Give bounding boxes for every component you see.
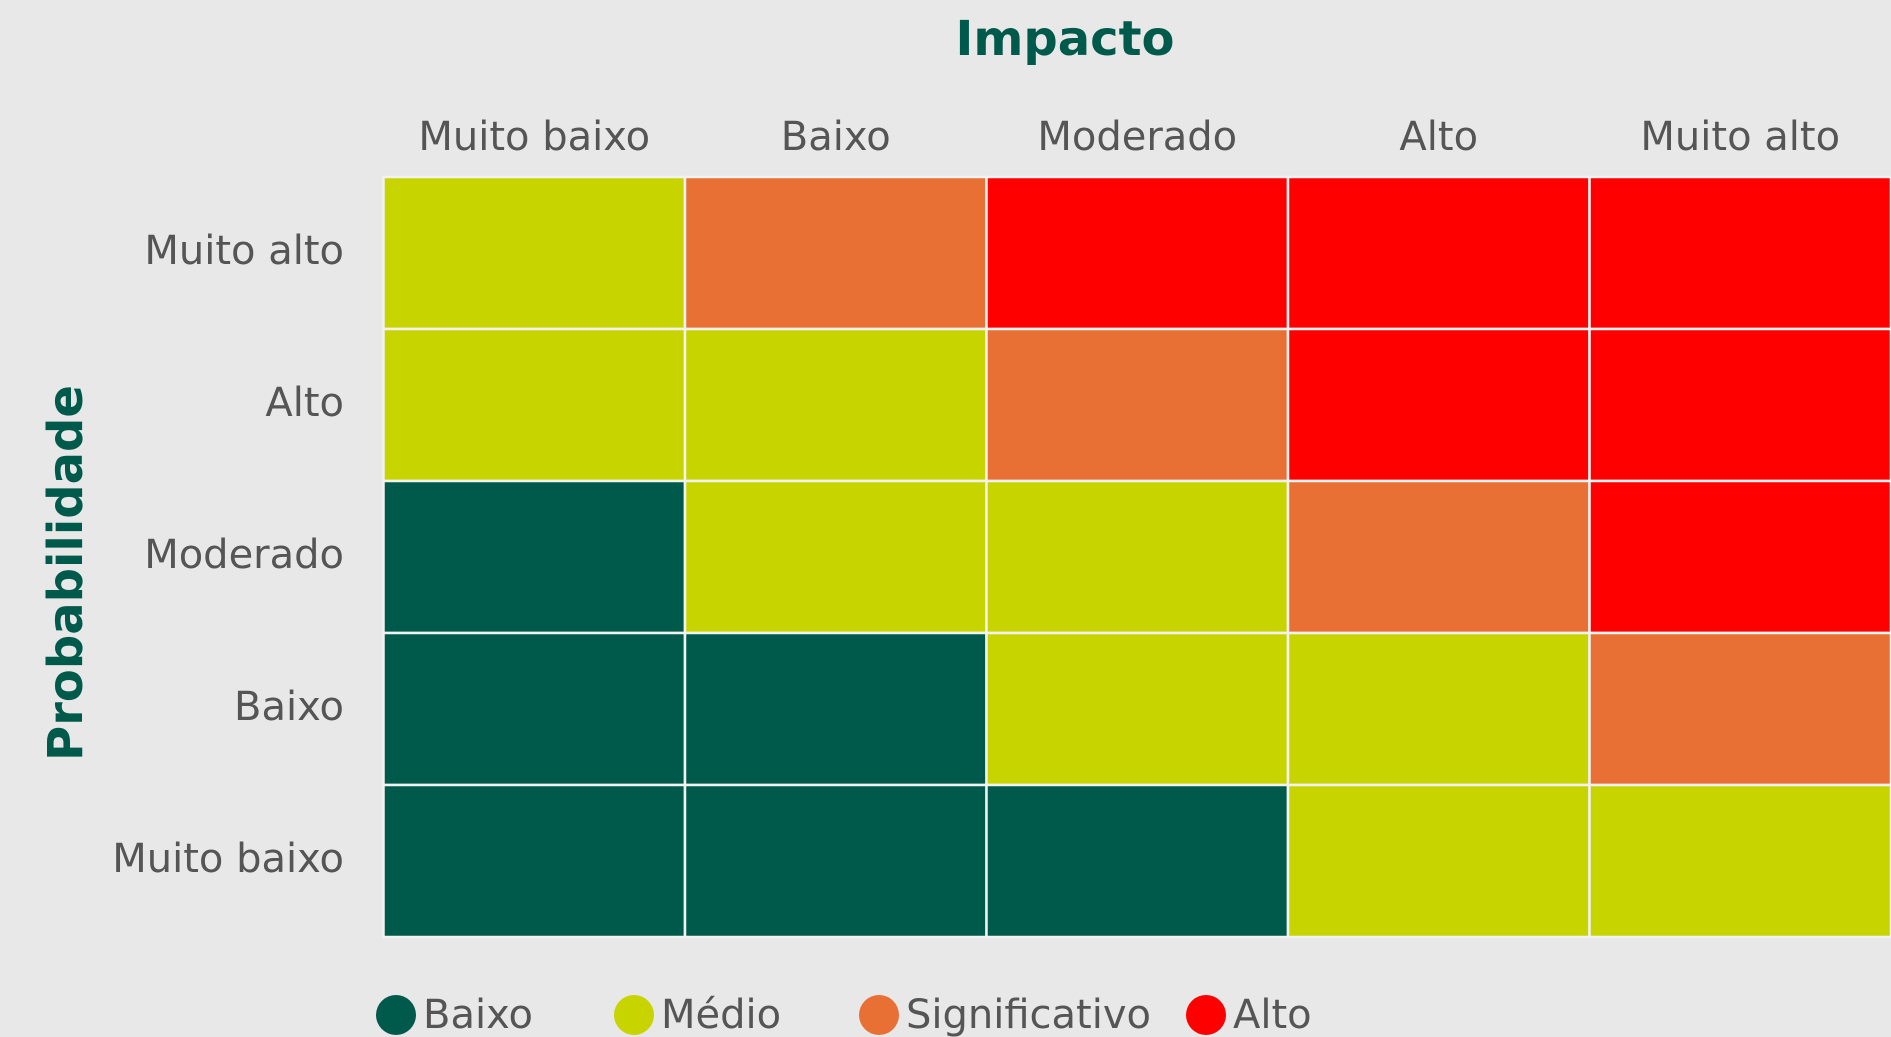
matrix-cell	[985, 175, 1290, 331]
matrix-cell	[1588, 783, 1891, 939]
matrix-cell	[1588, 479, 1891, 635]
title: Impacto	[956, 11, 1175, 67]
row-label: Muito alto	[144, 228, 344, 274]
column-label: Muito baixo	[418, 114, 650, 160]
matrix-cell	[1286, 631, 1591, 787]
matrix-cell	[985, 631, 1290, 787]
row-label: Alto	[265, 380, 344, 426]
column-label: Baixo	[781, 114, 891, 160]
legend-swatch	[1186, 995, 1226, 1035]
matrix-cell	[985, 479, 1290, 635]
row-label: Baixo	[234, 684, 344, 730]
row-label: Muito baixo	[112, 836, 344, 882]
matrix-cell	[382, 783, 687, 939]
matrix-cell	[683, 327, 988, 483]
matrix-cell	[683, 175, 988, 331]
matrix-cell	[382, 175, 687, 331]
matrix-cell	[1286, 783, 1591, 939]
legend-swatch	[614, 995, 654, 1035]
matrix-cell	[1588, 327, 1891, 483]
matrix-cell	[683, 479, 988, 635]
matrix-cell	[1588, 631, 1891, 787]
matrix-cell	[1286, 479, 1591, 635]
legend-label: Significativo	[906, 992, 1151, 1037]
row-label: Moderado	[144, 532, 344, 578]
legend-label: Baixo	[423, 992, 533, 1037]
matrix-cell	[683, 631, 988, 787]
matrix-cell	[683, 783, 988, 939]
matrix-cell	[382, 479, 687, 635]
legend-swatch	[859, 995, 899, 1035]
legend-swatch	[376, 995, 416, 1035]
column-label: Muito alto	[1640, 114, 1840, 160]
matrix-cell	[382, 327, 687, 483]
matrix-cell	[1286, 175, 1591, 331]
matrix-cell	[1286, 327, 1591, 483]
y-axis-label: Probabilidade	[38, 385, 94, 761]
matrix-cell	[382, 631, 687, 787]
column-label: Alto	[1399, 114, 1478, 160]
matrix-cell	[1588, 175, 1891, 331]
legend-label: Médio	[661, 992, 781, 1037]
matrix-cell	[985, 783, 1290, 939]
matrix-cell	[985, 327, 1290, 483]
column-label: Moderado	[1037, 114, 1237, 160]
legend-label: Alto	[1233, 992, 1312, 1037]
